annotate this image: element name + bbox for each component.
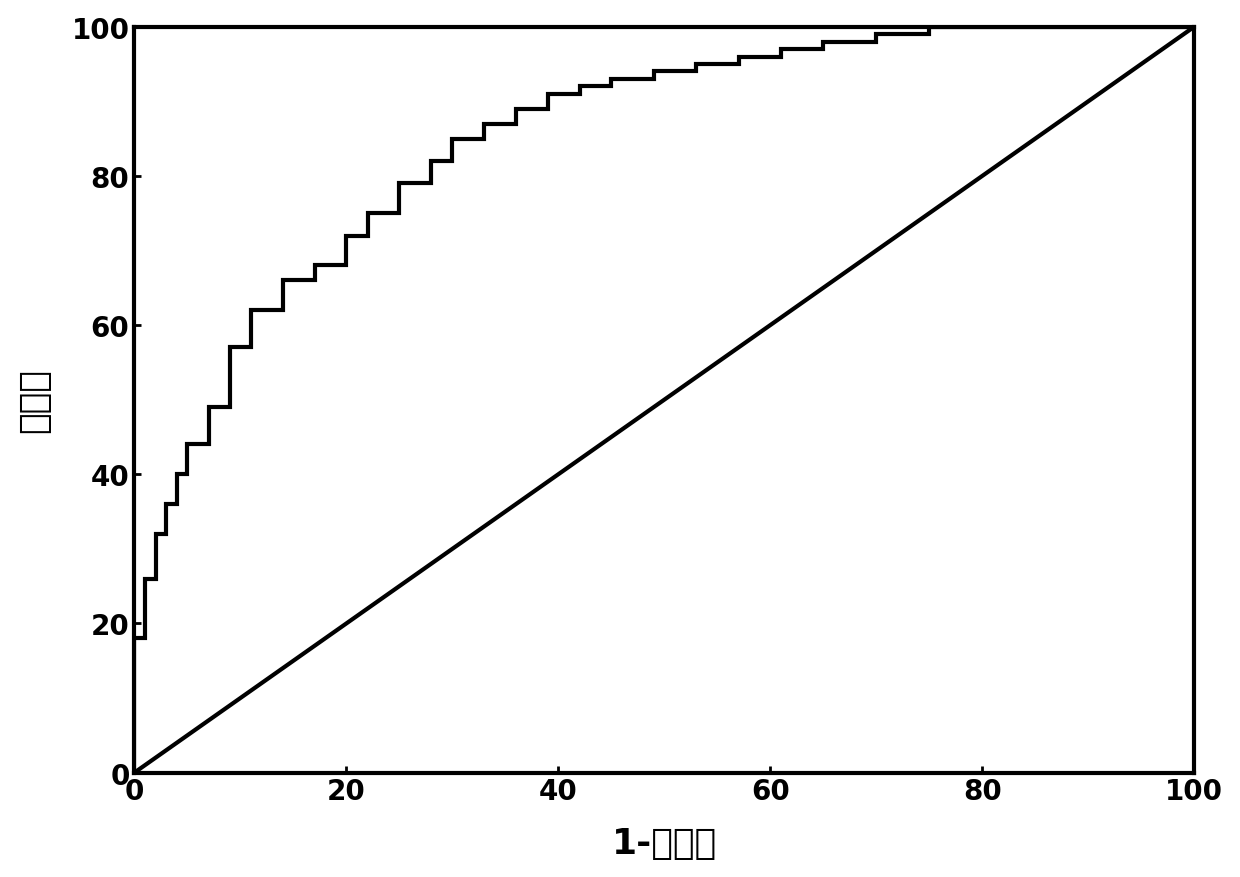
X-axis label: 1-特异性: 1-特异性 [611, 826, 717, 860]
Y-axis label: 灵敏度: 灵敏度 [16, 367, 51, 432]
